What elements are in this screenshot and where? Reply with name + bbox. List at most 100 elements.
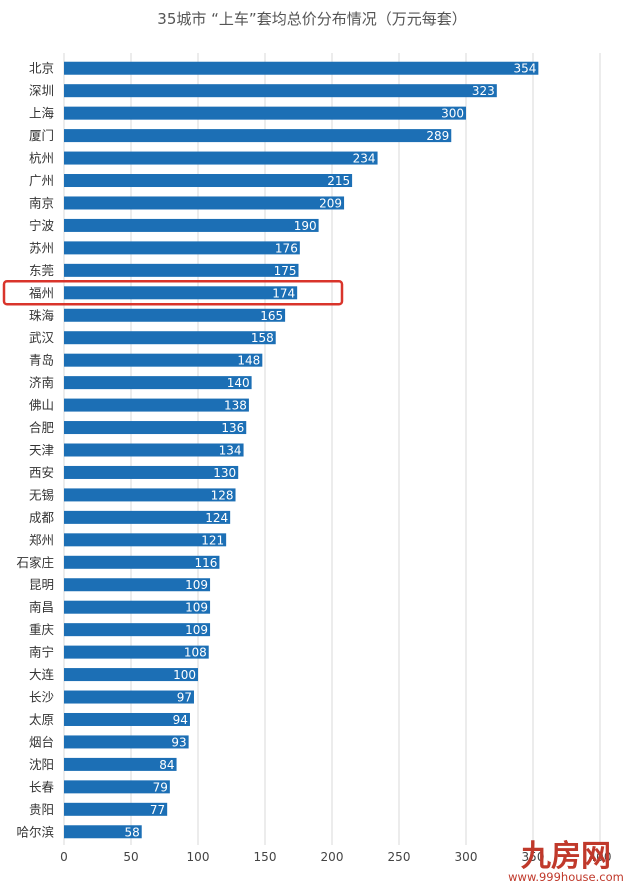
- category-label: 佛山: [29, 398, 54, 413]
- bar: [64, 600, 211, 614]
- bar-value-label: 215: [327, 174, 350, 188]
- bar-value-label: 121: [201, 533, 224, 547]
- bar-value-label: 234: [353, 152, 376, 166]
- bar: [64, 825, 142, 839]
- bar: [64, 712, 190, 726]
- bar-value-label: 128: [211, 488, 234, 502]
- category-label: 珠海: [29, 308, 55, 323]
- bar-value-label: 323: [472, 84, 495, 98]
- bar: [64, 308, 286, 322]
- bar: [64, 174, 353, 188]
- bar: [64, 735, 189, 749]
- bar-value-label: 138: [224, 399, 247, 413]
- bar-value-label: 190: [294, 219, 317, 233]
- bar: [64, 196, 345, 210]
- bar-value-label: 354: [513, 62, 536, 76]
- bar-value-label: 175: [274, 264, 297, 278]
- bar-value-label: 158: [251, 331, 274, 345]
- bar-value-label: 109: [185, 601, 208, 615]
- category-label: 福州: [29, 285, 54, 300]
- bar-value-label: 93: [171, 735, 186, 749]
- x-tick-label: 200: [321, 850, 344, 864]
- bar-value-label: 124: [205, 511, 228, 525]
- bar: [64, 129, 452, 143]
- bar: [64, 84, 497, 98]
- x-tick-label: 250: [388, 850, 411, 864]
- bar: [64, 578, 211, 592]
- bar-value-label: 79: [153, 780, 168, 794]
- bar: [64, 780, 170, 794]
- category-label: 青岛: [29, 353, 54, 368]
- bar-value-label: 100: [173, 668, 196, 682]
- bar: [64, 555, 220, 569]
- bar: [64, 533, 227, 547]
- bar-value-label: 108: [184, 646, 207, 660]
- bar-value-label: 148: [237, 354, 260, 368]
- bar: [64, 331, 276, 345]
- category-label: 石家庄: [16, 555, 54, 570]
- category-label: 长春: [29, 779, 55, 794]
- bar-value-label: 165: [260, 309, 283, 323]
- category-label: 郑州: [29, 532, 54, 547]
- bar-value-label: 209: [319, 196, 342, 210]
- category-label: 武汉: [29, 330, 55, 345]
- bar-value-label: 109: [185, 623, 208, 637]
- bar: [64, 106, 466, 120]
- category-label: 哈尔滨: [16, 824, 54, 839]
- bar-value-label: 136: [221, 421, 244, 435]
- category-label: 重庆: [29, 622, 55, 637]
- watermark-logo: 九房网 www.999house.com: [508, 839, 624, 884]
- bar: [64, 61, 539, 75]
- category-label: 无锡: [29, 487, 54, 502]
- category-label: 天津: [29, 443, 54, 458]
- bar: [64, 668, 198, 682]
- category-label: 南宁: [29, 645, 54, 660]
- bar-value-label: 289: [426, 129, 449, 143]
- bar-value-label: 134: [219, 444, 242, 458]
- bar-value-label: 77: [150, 803, 165, 817]
- x-tick-label: 400: [589, 850, 612, 864]
- bar: [64, 488, 236, 502]
- category-label: 长沙: [29, 690, 55, 705]
- category-label: 广州: [29, 173, 54, 188]
- bar-value-label: 300: [441, 107, 464, 121]
- watermark-main: 九房网: [521, 839, 611, 874]
- x-tick-label: 150: [254, 850, 277, 864]
- bar-value-label: 58: [124, 825, 139, 839]
- category-label: 深圳: [29, 83, 54, 98]
- x-tick-label: 350: [522, 850, 545, 864]
- bar: [64, 802, 168, 816]
- bar: [64, 465, 239, 479]
- bar: [64, 398, 249, 412]
- x-tick-label: 50: [123, 850, 138, 864]
- category-label: 宁波: [29, 218, 55, 233]
- category-label: 南京: [29, 195, 54, 210]
- bar-value-label: 130: [213, 466, 236, 480]
- category-label: 厦门: [29, 128, 54, 143]
- bar: [64, 690, 194, 704]
- bar: [64, 263, 299, 277]
- highlight-box: [2, 280, 344, 306]
- chart-title: 35城市 “上车”套均总价分布情况（万元每套）: [157, 10, 466, 28]
- category-label: 成都: [29, 510, 55, 525]
- bar: [64, 510, 231, 524]
- bar-value-label: 176: [275, 241, 298, 255]
- bar-value-label: 94: [173, 713, 188, 727]
- bar: [64, 151, 378, 165]
- bar: [64, 376, 252, 390]
- bar-value-label: 97: [177, 691, 192, 705]
- category-label: 贵阳: [29, 802, 54, 817]
- category-labels: 北京深圳上海厦门杭州广州南京宁波苏州东莞福州珠海武汉青岛济南佛山合肥天津西安无锡…: [16, 61, 54, 840]
- x-tick-label: 300: [455, 850, 478, 864]
- watermark-url: www.999house.com: [508, 870, 624, 884]
- bar: [64, 421, 247, 435]
- bar: [64, 645, 209, 659]
- category-label: 太原: [29, 712, 54, 727]
- bar: [64, 241, 300, 255]
- bar-value-label: 174: [272, 286, 295, 300]
- category-label: 烟台: [29, 734, 54, 749]
- category-label: 合肥: [29, 420, 55, 435]
- category-label: 东莞: [29, 263, 54, 278]
